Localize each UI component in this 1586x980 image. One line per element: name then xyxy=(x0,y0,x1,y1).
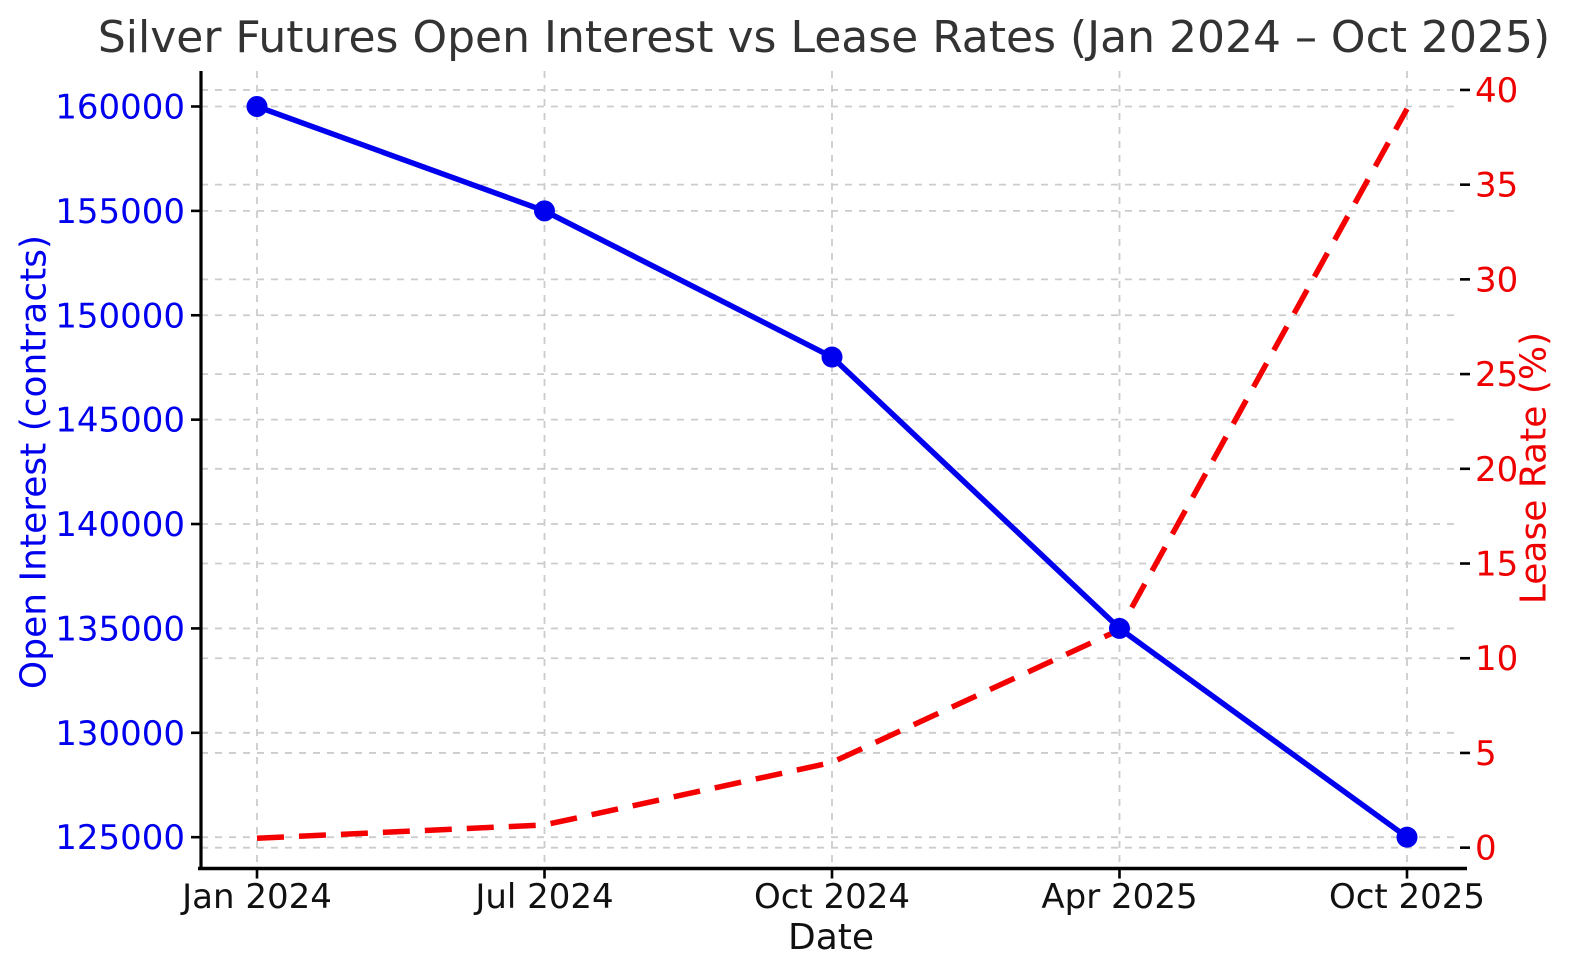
x-tick-label: Oct 2025 xyxy=(1329,877,1485,917)
left-axis-title: Open Interest (contracts) xyxy=(13,234,55,690)
right-tick-label: 25 xyxy=(1475,355,1518,395)
left-tick-label: 135000 xyxy=(55,609,185,649)
right-tick-label: 5 xyxy=(1475,734,1497,774)
right-tick-label: 20 xyxy=(1475,450,1518,490)
data-point-marker xyxy=(1109,617,1130,639)
data-point-marker xyxy=(1396,826,1418,848)
data-point-marker xyxy=(534,200,555,222)
left-tick-label: 140000 xyxy=(55,505,185,545)
series-line-lease-rate xyxy=(256,107,1410,841)
data-point-marker xyxy=(821,346,843,368)
data-point-marker xyxy=(246,95,268,117)
right-axis-title: Lease Rate (%) xyxy=(1513,331,1555,605)
right-tick-label: 40 xyxy=(1475,71,1518,111)
left-tick-label: 155000 xyxy=(55,192,185,232)
left-tick-label: 145000 xyxy=(55,401,185,441)
x-tick-label: Apr 2025 xyxy=(1041,877,1197,917)
x-axis-title: Date xyxy=(787,917,875,958)
x-tick-label: Oct 2024 xyxy=(754,877,910,917)
left-tick-label: 125000 xyxy=(55,818,185,858)
right-tick-label: 30 xyxy=(1475,260,1518,300)
left-tick-label: 160000 xyxy=(55,87,185,127)
x-tick-label: Jul 2024 xyxy=(473,877,613,917)
chart-title: Silver Futures Open Interest vs Lease Ra… xyxy=(97,12,1551,63)
right-tick-label: 15 xyxy=(1475,545,1518,585)
x-tick-label: Jan 2024 xyxy=(180,877,332,917)
left-tick-label: 130000 xyxy=(55,714,185,754)
right-tick-label: 35 xyxy=(1475,166,1518,206)
right-tick-label: 10 xyxy=(1475,639,1518,679)
left-tick-label: 150000 xyxy=(55,296,185,336)
right-tick-label: 0 xyxy=(1475,829,1497,869)
